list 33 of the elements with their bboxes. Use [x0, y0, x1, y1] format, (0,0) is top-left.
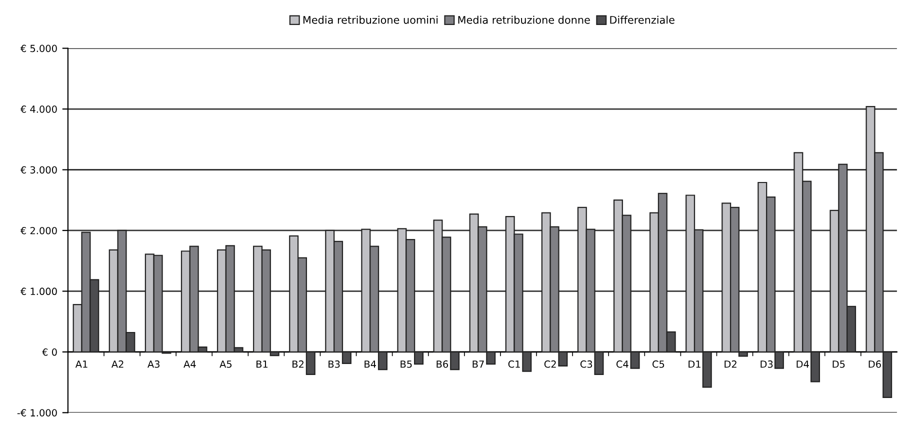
x-tick-label: D2 [724, 360, 736, 368]
x-tick-label: D3 [760, 360, 773, 368]
x-tick-label: A4 [184, 360, 196, 368]
y-tick-label: € 5.000 [20, 44, 57, 52]
x-tick-label: C2 [544, 360, 556, 368]
legend-label: Media retribuzione uomini [303, 16, 438, 24]
x-tick-label: B7 [472, 360, 484, 368]
x-tick-label: D4 [796, 360, 809, 368]
x-tick-label: A1 [75, 360, 88, 368]
x-tick-label: A2 [111, 360, 124, 368]
x-tick-label: A5 [220, 360, 232, 368]
y-tick-label: € 4.000 [20, 105, 57, 113]
x-tick-label: B3 [328, 360, 340, 368]
legend-label: Differenziale [610, 16, 674, 24]
y-tick-label: € 0 [42, 348, 57, 356]
x-tick-label: D6 [868, 360, 881, 368]
legend-label: Media retribuzione donne [458, 16, 590, 24]
x-tick-label: B4 [364, 360, 376, 368]
x-tick-label: C4 [616, 360, 628, 368]
y-tick-label: € 3.000 [20, 166, 57, 174]
x-tick-label: A3 [148, 360, 160, 368]
x-tick-label: B2 [292, 360, 304, 368]
x-tick-label: C5 [652, 360, 664, 368]
x-tick-label: D1 [688, 360, 700, 368]
x-tick-label: C1 [508, 360, 520, 368]
x-tick-label: D5 [832, 360, 845, 368]
y-tick-label: € 2.000 [20, 226, 57, 234]
x-tick-label: B1 [256, 360, 268, 368]
y-tick-label: -€ 1.000 [17, 409, 57, 416]
x-tick-label: B5 [400, 360, 412, 368]
y-tick-label: € 1.000 [20, 288, 57, 296]
x-tick-label: B6 [436, 360, 448, 368]
x-tick-label: C3 [580, 360, 592, 368]
